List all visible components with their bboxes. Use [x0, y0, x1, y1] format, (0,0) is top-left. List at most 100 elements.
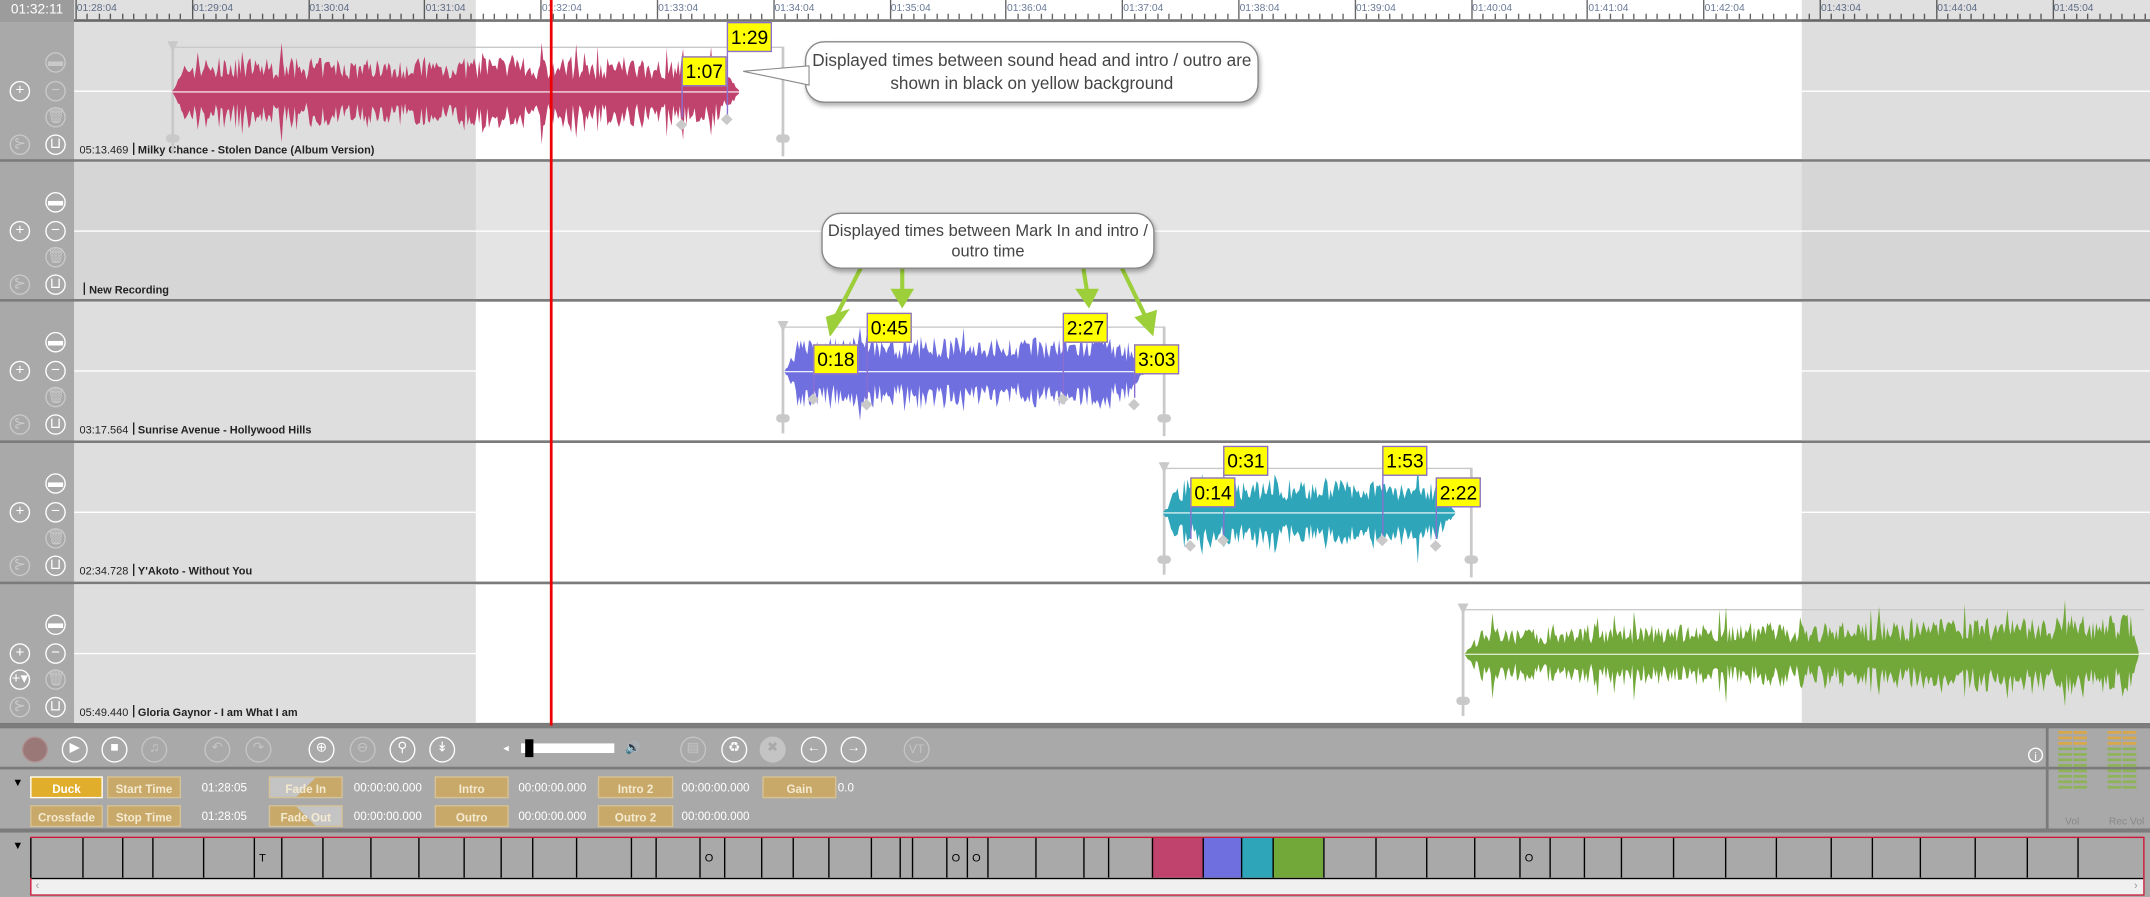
playlist-cell[interactable]: T: [253, 838, 282, 878]
playlist-cell[interactable]: [1272, 838, 1324, 878]
playlist-cell[interactable]: [2077, 838, 2126, 878]
playlist-cell[interactable]: [1151, 838, 1203, 878]
previous-button[interactable]: ←: [800, 736, 827, 763]
mark-in-handle[interactable]: [171, 41, 175, 154]
header-button[interactable]: ▬: [45, 331, 66, 353]
volume-slider-thumb[interactable]: [525, 739, 534, 758]
delete-button[interactable]: 🗑: [45, 386, 66, 408]
mark-out-handle[interactable]: [1469, 467, 1473, 578]
volume-slider[interactable]: [521, 739, 615, 758]
playlist-cell[interactable]: [1620, 838, 1673, 878]
playlist-cell[interactable]: [723, 838, 762, 878]
add-button[interactable]: +: [9, 502, 31, 523]
playhead[interactable]: [549, 0, 553, 726]
split-button[interactable]: ⊱: [9, 555, 31, 577]
playlist-cell[interactable]: [1474, 838, 1520, 878]
zoom-in-button[interactable]: ⊕: [308, 736, 335, 763]
info-icon[interactable]: i: [2028, 747, 2044, 763]
stop-button[interactable]: ■: [101, 736, 128, 763]
volume-envelope[interactable]: [1164, 467, 1472, 470]
mark-out-grip-icon[interactable]: [776, 134, 790, 143]
volume-envelope[interactable]: [1463, 608, 2145, 611]
redo-button[interactable]: ↷: [245, 736, 272, 763]
playlist-cell[interactable]: [1724, 838, 1776, 878]
playlist-cell[interactable]: [987, 838, 1036, 878]
remove-button[interactable]: −: [45, 80, 66, 102]
fade-in-button[interactable]: Fade In: [268, 776, 343, 799]
remove-button[interactable]: −: [45, 360, 66, 382]
bucket-button[interactable]: ⊔: [45, 274, 66, 295]
split-button[interactable]: ⊱: [9, 696, 31, 718]
bucket-button[interactable]: ⊔: [45, 555, 66, 577]
playlist-cell[interactable]: [152, 838, 203, 878]
stop-time-button[interactable]: Stop Time: [106, 805, 181, 828]
mark-in-grip-icon[interactable]: [1157, 555, 1172, 564]
scroll-down-button[interactable]: ↡: [429, 736, 456, 763]
mark-in-grip-icon[interactable]: [1456, 696, 1470, 706]
playlist-cell[interactable]: [1375, 838, 1427, 878]
playlist-cell[interactable]: O: [699, 838, 724, 878]
mark-out-handle[interactable]: [1162, 326, 1166, 437]
mark-out-grip-icon[interactable]: [1464, 555, 1479, 564]
playlist-cell[interactable]: [828, 838, 871, 878]
playlist-cell[interactable]: [655, 838, 700, 878]
playlist-cell[interactable]: [899, 838, 912, 878]
playlist-cell[interactable]: O: [966, 838, 988, 878]
playlist-cell[interactable]: [281, 838, 323, 878]
playlist-cell[interactable]: [500, 838, 533, 878]
next-button[interactable]: →: [840, 736, 867, 763]
playlist-cell[interactable]: [322, 838, 371, 878]
playlist-cell[interactable]: [532, 838, 576, 878]
voice-track-button[interactable]: VT: [903, 736, 930, 763]
save-button[interactable]: ▤: [680, 736, 707, 763]
split-button[interactable]: ⊱: [9, 134, 31, 155]
outro-button[interactable]: Outro: [434, 805, 509, 828]
waveform[interactable]: [171, 30, 741, 153]
remove-button[interactable]: −: [45, 643, 66, 664]
remove-button[interactable]: −: [45, 502, 66, 523]
playlist-cell[interactable]: [463, 838, 501, 878]
playlist-cell[interactable]: [1426, 838, 1475, 878]
waveform[interactable]: [1464, 593, 2140, 716]
recycle-button[interactable]: ♻: [721, 736, 748, 763]
collapse-strip-toggle[interactable]: ▼: [12, 839, 24, 852]
add-button[interactable]: +: [9, 360, 31, 382]
intro-button[interactable]: Intro: [434, 776, 509, 799]
volume-envelope[interactable]: [782, 326, 1165, 328]
playlist-cell[interactable]: [2026, 838, 2078, 878]
playlist-cell[interactable]: [575, 838, 631, 878]
time-ruler[interactable]: 01:32:11 01:28:04 01:29:04 01:30:04 01:31:0…: [0, 0, 2150, 22]
playlist-cell[interactable]: [1035, 838, 1084, 878]
add-music-button[interactable]: ♫: [141, 736, 168, 763]
playlist-cell[interactable]: [1549, 838, 1584, 878]
add-button[interactable]: +: [9, 220, 31, 242]
intro2-button[interactable]: Intro 2: [597, 776, 674, 799]
track-lane[interactable]: [74, 161, 2150, 300]
undo-button[interactable]: ↶: [204, 736, 231, 763]
playlist-cell[interactable]: [761, 838, 793, 878]
playlist-cell[interactable]: [792, 838, 829, 878]
record-button[interactable]: [21, 736, 48, 763]
delete-button[interactable]: 🗑: [45, 246, 66, 268]
playlist-cell[interactable]: O: [946, 838, 967, 878]
playlist-cell[interactable]: [1202, 838, 1241, 878]
header-button[interactable]: ▬: [45, 192, 66, 213]
zoom-fit-button[interactable]: ⚲: [389, 736, 416, 763]
remove-button[interactable]: −: [45, 220, 66, 242]
playlist-cell[interactable]: [1583, 838, 1621, 878]
duck-button[interactable]: Duck: [30, 776, 103, 799]
outro2-button[interactable]: Outro 2: [597, 805, 674, 828]
playlist-cell[interactable]: [202, 838, 254, 878]
playlist-cell[interactable]: [1974, 838, 2027, 878]
playlist-cell[interactable]: [1672, 838, 1725, 878]
header-button[interactable]: ▬: [45, 473, 66, 494]
split-button[interactable]: ⊱: [9, 414, 31, 435]
track-lane[interactable]: [74, 443, 2150, 582]
mark-in-grip-icon[interactable]: [1158, 462, 1170, 474]
playlist-cell[interactable]: [1830, 838, 1872, 878]
track-lane[interactable]: [74, 301, 2150, 441]
add-button[interactable]: +: [9, 643, 31, 664]
mark-in-handle[interactable]: [1461, 603, 1465, 716]
bucket-button[interactable]: ⊔: [45, 134, 66, 155]
cancel-button[interactable]: ✖: [759, 736, 786, 763]
